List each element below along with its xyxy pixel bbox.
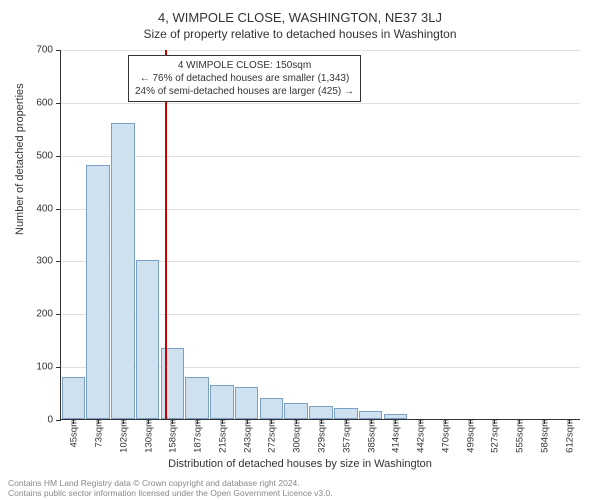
ytick-label: 500 [36, 150, 61, 161]
bar [359, 411, 383, 419]
xtick-label: 243sqm [240, 419, 253, 453]
xtick-label: 385sqm [364, 419, 377, 453]
annotation-line-2: ← 76% of detached houses are smaller (1,… [135, 72, 354, 85]
xtick-label: 527sqm [488, 419, 501, 453]
bar [62, 377, 86, 419]
ytick-label: 700 [36, 45, 61, 56]
bar [185, 377, 209, 419]
ytick-label: 600 [36, 97, 61, 108]
bar [111, 123, 135, 419]
xtick-label: 300sqm [290, 419, 303, 453]
xtick-label: 187sqm [191, 419, 204, 453]
xtick-label: 130sqm [141, 419, 154, 453]
ytick-label: 100 [36, 362, 61, 373]
chart-plot-area: 010020030040050060070045sqm73sqm102sqm13… [60, 50, 580, 420]
xtick-label: 357sqm [339, 419, 352, 453]
bar [309, 406, 333, 419]
reference-line [165, 50, 167, 419]
xtick-label: 329sqm [315, 419, 328, 453]
bar [136, 260, 160, 419]
xtick-label: 499sqm [463, 419, 476, 453]
xtick-label: 158sqm [166, 419, 179, 453]
bar [284, 403, 308, 419]
xtick-label: 555sqm [513, 419, 526, 453]
bar [235, 387, 259, 419]
footer-attribution: Contains HM Land Registry data © Crown c… [8, 478, 333, 498]
xtick-label: 442sqm [414, 419, 427, 453]
gridline [61, 209, 580, 210]
x-axis-label: Distribution of detached houses by size … [0, 458, 600, 470]
gridline [61, 156, 580, 157]
gridline [61, 103, 580, 104]
ytick-label: 400 [36, 203, 61, 214]
ytick-label: 300 [36, 256, 61, 267]
gridline [61, 50, 580, 51]
xtick-label: 584sqm [537, 419, 550, 453]
xtick-label: 102sqm [116, 419, 129, 453]
bar [210, 385, 234, 419]
xtick-label: 45sqm [67, 419, 80, 448]
footer-line-1: Contains HM Land Registry data © Crown c… [8, 478, 333, 488]
page-subtitle: Size of property relative to detached ho… [0, 27, 600, 41]
xtick-label: 73sqm [92, 419, 105, 448]
xtick-label: 470sqm [438, 419, 451, 453]
xtick-label: 612sqm [562, 419, 575, 453]
y-axis-label: Number of detached properties [14, 83, 26, 235]
xtick-label: 272sqm [265, 419, 278, 453]
ytick-label: 200 [36, 309, 61, 320]
footer-line-2: Contains public sector information licen… [8, 488, 333, 498]
bar [260, 398, 284, 419]
page-title: 4, WIMPOLE CLOSE, WASHINGTON, NE37 3LJ [0, 0, 600, 25]
ytick-label: 0 [47, 415, 61, 426]
bar [334, 408, 358, 419]
annotation-box: 4 WIMPOLE CLOSE: 150sqm ← 76% of detache… [128, 55, 361, 102]
annotation-line-1: 4 WIMPOLE CLOSE: 150sqm [135, 59, 354, 72]
bar [86, 165, 110, 419]
xtick-label: 414sqm [389, 419, 402, 453]
annotation-line-3: 24% of semi-detached houses are larger (… [135, 85, 354, 98]
xtick-label: 215sqm [215, 419, 228, 453]
